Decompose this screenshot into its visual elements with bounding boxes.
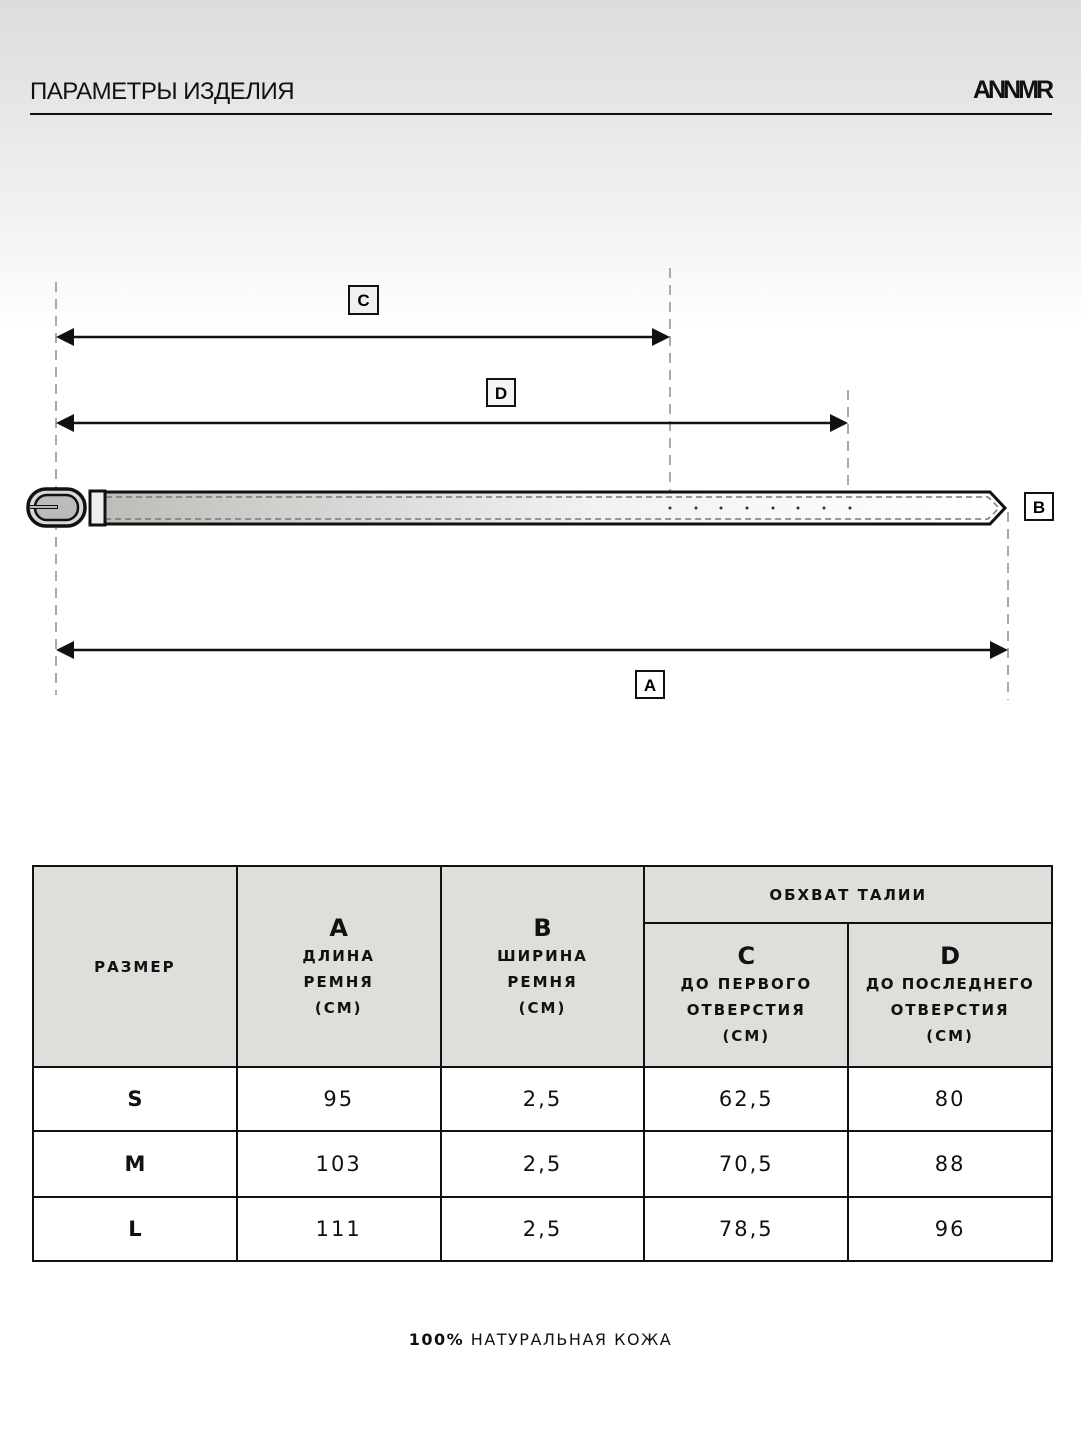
svg-text:C: C bbox=[357, 291, 369, 310]
belt bbox=[26, 487, 1008, 528]
material-note: 100% НАТУРАЛЬНАЯ КОЖА bbox=[408, 1330, 673, 1349]
table-row: M 103 2,5 70,5 88 bbox=[32, 1130, 1053, 1198]
page-title: ПАРАМЕТРЫ ИЗДЕЛИЯ bbox=[30, 78, 295, 105]
label-a: A bbox=[635, 670, 665, 699]
svg-text:A: A bbox=[644, 676, 656, 695]
header-d: D ДО ПОСЛЕДНЕГО ОТВЕРСТИЯ (СМ) bbox=[847, 922, 1053, 1068]
svg-text:B: B bbox=[1033, 498, 1045, 517]
table-row: S 95 2,5 62,5 80 bbox=[32, 1066, 1053, 1132]
header-a: A ДЛИНА РЕМНЯ (СМ) bbox=[235, 865, 442, 1068]
dimension-arrows bbox=[56, 328, 1008, 659]
belt-diagram: C D A B bbox=[26, 268, 1054, 700]
brand-logo: ANNMR bbox=[972, 76, 1054, 104]
header-size: РАЗМЕР bbox=[32, 865, 238, 1068]
svg-text:D: D bbox=[495, 384, 507, 403]
header-b: B ШИРИНА РЕМНЯ (СМ) bbox=[439, 865, 646, 1068]
label-b: B bbox=[1024, 492, 1054, 521]
header-divider bbox=[30, 113, 1052, 115]
header-c: C ДО ПЕРВОГО ОТВЕРСТИЯ (СМ) bbox=[643, 922, 850, 1068]
table-row: L 111 2,5 78,5 96 bbox=[32, 1196, 1053, 1262]
header-waist: ОБХВАТ ТАЛИИ bbox=[643, 865, 1053, 924]
label-d: D bbox=[486, 378, 516, 407]
belt-loop bbox=[88, 489, 107, 527]
size-table: РАЗМЕР A ДЛИНА РЕМНЯ (СМ) B ШИРИНА РЕМНЯ (СМ) … bbox=[32, 865, 1053, 1262]
guide-lines bbox=[55, 268, 1009, 700]
label-c: C bbox=[348, 285, 379, 315]
belt-holes bbox=[668, 506, 852, 510]
